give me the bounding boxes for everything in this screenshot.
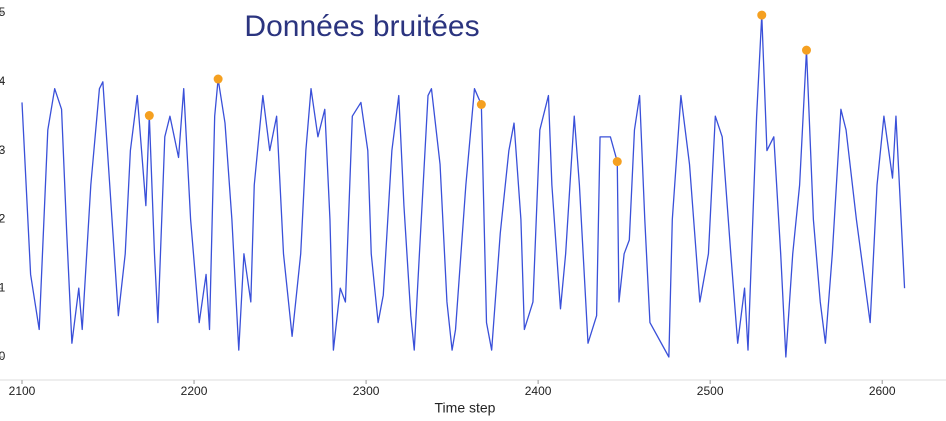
y-tick-label: 5 (0, 5, 6, 19)
highlight-point (612, 157, 622, 167)
x-tick-label: 2200 (181, 384, 208, 398)
x-tick-label: 2100 (9, 384, 36, 398)
y-tick-label: 0 (0, 349, 6, 363)
x-tick-label: 2500 (697, 384, 724, 398)
highlight-point (476, 100, 486, 110)
x-tick-label: 2600 (869, 384, 896, 398)
chart-title: Données bruitées (244, 10, 479, 43)
data-line (21, 14, 906, 358)
y-tick-label: 4 (0, 74, 6, 88)
highlight-point (801, 45, 811, 55)
highlight-point (757, 10, 767, 20)
highlight-point (144, 111, 154, 121)
x-axis-label: Time step (435, 400, 496, 416)
y-tick-label: 2 (0, 212, 6, 226)
y-tick-label: 1 (0, 280, 6, 294)
y-tick-label: 3 (0, 143, 6, 157)
x-tick-label: 2300 (353, 384, 380, 398)
highlight-point (213, 74, 223, 84)
x-tick-label: 2400 (525, 384, 552, 398)
